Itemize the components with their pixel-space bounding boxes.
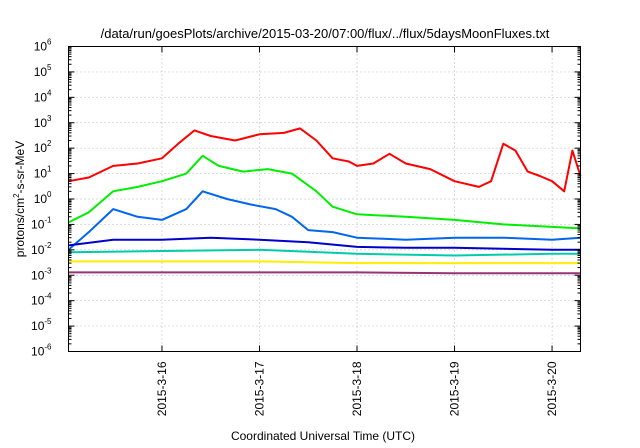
series-line-6 (68, 260, 581, 265)
x-tick-label: 2015-3-20 (545, 361, 559, 416)
y-tick-label: 102 (34, 139, 52, 155)
x-axis-ticks: 2015-3-16 2015-3-17 2015-3-18 2015-3-19 2015… (155, 46, 559, 416)
series-line-2 (68, 154, 581, 230)
y-tick-label: 10-4 (31, 292, 52, 308)
x-axis-label: Coordinated Universal Time (UTC) (231, 429, 415, 443)
x-tick-label: 2015-3-17 (252, 361, 266, 416)
y-axis-label: protons/cm2-s-sr-MeV (12, 141, 27, 257)
y-tick-label: 10-5 (31, 317, 52, 333)
y-tick-label: 10-1 (31, 215, 52, 231)
y-tick-label: 100 (34, 190, 52, 206)
series-line-3 (67, 190, 581, 251)
y-tick-label: 104 (34, 88, 52, 104)
y-tick-label: 101 (34, 165, 52, 181)
series-line-5 (68, 248, 581, 257)
y-tick-label: 10-6 (31, 343, 52, 359)
series-line-7 (68, 271, 581, 275)
series-group (67, 127, 582, 275)
x-tick-label: 2015-3-19 (448, 361, 462, 416)
series-line-1 (68, 127, 582, 193)
y-axis-label-sup: 2 (12, 193, 21, 198)
y-tick-label: 10-3 (31, 266, 52, 282)
y-axis-ticks: 10-6 10-5 10-4 10-3 10-2 10-1 100 101 102 103 104 1… (31, 38, 581, 359)
x-tick-label: 2015-3-18 (350, 361, 364, 416)
series-line-4 (68, 236, 581, 251)
y-tick-label: 105 (34, 63, 52, 79)
x-tick-label: 2015-3-16 (155, 361, 169, 416)
chart-title: /data/run/goesPlots/archive/2015-03-20/0… (101, 26, 550, 41)
y-axis-label-main: protons/cm (13, 198, 27, 257)
y-tick-label: 103 (34, 114, 52, 130)
y-axis-label-rest: -s-sr-MeV (13, 141, 27, 194)
y-tick-label: 10-2 (31, 241, 52, 257)
y-tick-label: 106 (34, 38, 52, 54)
